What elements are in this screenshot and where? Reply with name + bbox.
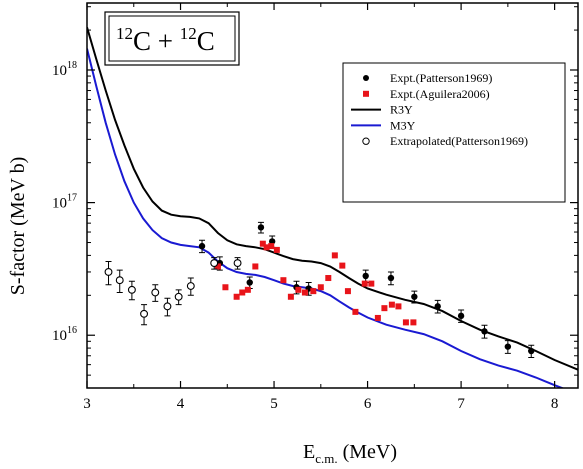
data-point-extrapolated-patterson1969	[140, 309, 148, 318]
legend-label-expt-aguilera2006: Expt.(Aguilera2006)	[390, 87, 490, 101]
data-point-expt-patterson1969	[362, 272, 369, 280]
data-point-expt-aguilera2006	[222, 284, 229, 291]
x-tick-label: 3	[83, 396, 91, 412]
data-point-expt-patterson1969	[387, 274, 395, 282]
legend-label-extrapolated-patterson1969: Extrapolated(Patterson1969)	[390, 134, 528, 148]
data-point-expt-aguilera2006	[374, 314, 381, 321]
y-tick-exponent: 18	[67, 60, 77, 71]
data-point-expt-aguilera2006	[263, 244, 270, 251]
series-line-m3y	[87, 48, 565, 388]
data-point-extrapolated-patterson1969	[151, 288, 160, 297]
data-point-expt-aguilera2006	[233, 293, 240, 300]
data-point-expt-aguilera2006	[287, 293, 294, 300]
data-point-expt-aguilera2006	[395, 303, 402, 310]
data-point-expt-aguilera2006	[301, 289, 308, 296]
title-mass-a: 12	[116, 24, 133, 43]
data-point-expt-aguilera2006	[368, 280, 375, 287]
x-axis-title-main: E	[303, 441, 315, 463]
data-point-expt-patterson1969	[257, 224, 265, 231]
data-point-expt-aguilera2006	[410, 319, 417, 326]
data-point-expt-aguilera2006	[239, 289, 246, 296]
title-mass-b: 12	[180, 24, 197, 43]
x-tick-label: 6	[364, 396, 372, 412]
data-point-expt-patterson1969	[246, 279, 253, 286]
data-point-extrapolated-patterson1969	[127, 285, 136, 294]
data-point-expt-aguilera2006	[273, 246, 280, 253]
data-point-expt-patterson1969	[434, 303, 441, 310]
y-tick-label: 1016	[52, 325, 77, 344]
y-tick-base: 10	[52, 63, 67, 79]
data-point-expt-aguilera2006	[361, 280, 368, 287]
legend-swatch-expt-aguilera2006	[363, 90, 369, 97]
data-point-expt-patterson1969	[504, 343, 512, 350]
data-point-expt-aguilera2006	[325, 275, 332, 282]
chart-title: 12C + 12C	[116, 24, 215, 56]
x-axis-title-sub: c.m.	[315, 451, 337, 466]
x-tick-label: 4	[177, 396, 185, 412]
data-point-expt-aguilera2006	[214, 263, 221, 270]
legend: Expt.(Patterson1969) Expt.(Aguilera2006) R…	[342, 62, 566, 203]
data-point-expt-aguilera2006	[381, 305, 388, 312]
data-point-expt-patterson1969	[481, 328, 488, 335]
x-axis-title-unit: (MeV)	[338, 441, 397, 463]
x-tick-label: 5	[270, 396, 278, 412]
data-point-expt-aguilera2006	[317, 284, 324, 291]
title-symbol-b: C	[197, 26, 215, 56]
data-point-expt-aguilera2006	[339, 262, 346, 269]
data-point-expt-aguilera2006	[388, 301, 395, 308]
series-line-r3y	[87, 27, 578, 371]
y-tick-exponent: 16	[67, 325, 77, 336]
data-point-expt-aguilera2006	[310, 288, 317, 295]
data-point-extrapolated-patterson1969	[163, 302, 172, 311]
y-tick-label: 1018	[52, 60, 77, 79]
data-point-extrapolated-patterson1969	[104, 268, 113, 276]
data-point-expt-patterson1969	[457, 312, 465, 320]
data-point-extrapolated-patterson1969	[115, 276, 124, 285]
y-tick-exponent: 17	[67, 193, 77, 204]
data-point-extrapolated-patterson1969	[174, 292, 183, 301]
data-point-expt-aguilera2006	[252, 263, 259, 270]
y-axis-title: S-factor (MeV b)	[7, 157, 29, 295]
chart-title-box: 12C + 12C	[104, 11, 240, 66]
title-symbol-a: C	[133, 26, 151, 56]
data-point-expt-patterson1969	[411, 293, 418, 300]
data-point-expt-aguilera2006	[280, 277, 287, 284]
data-point-expt-aguilera2006	[259, 240, 266, 247]
title-plus: +	[151, 26, 180, 56]
y-tick-label: 1017	[52, 193, 77, 212]
x-tick-label: 7	[457, 396, 465, 412]
data-point-extrapolated-patterson1969	[233, 259, 242, 268]
legend-label-expt-patterson1969: Expt.(Patterson1969)	[390, 71, 492, 85]
data-point-extrapolated-patterson1969	[210, 259, 219, 268]
x-axis-title: Ec.m. (MeV)	[303, 441, 397, 466]
data-point-expt-aguilera2006	[295, 286, 302, 293]
legend-swatch-extrapolated-patterson1969	[362, 137, 370, 145]
plot-frame	[86, 2, 579, 389]
data-point-expt-aguilera2006	[344, 288, 351, 295]
data-point-extrapolated-patterson1969	[186, 282, 195, 290]
legend-swatch-expt-patterson1969	[363, 75, 369, 81]
legend-label-r3y: R3Y	[390, 103, 413, 117]
data-point-expt-patterson1969	[268, 238, 276, 245]
legend-label-m3y: M3Y	[390, 118, 416, 132]
y-tick-base: 10	[52, 328, 67, 344]
data-point-expt-aguilera2006	[352, 308, 359, 315]
data-point-expt-patterson1969	[528, 347, 535, 355]
x-tick-label: 8	[551, 396, 559, 412]
data-point-expt-aguilera2006	[331, 252, 338, 259]
data-point-expt-patterson1969	[198, 242, 206, 250]
data-point-expt-aguilera2006	[402, 319, 409, 326]
data-point-expt-aguilera2006	[268, 243, 275, 250]
y-tick-base: 10	[52, 196, 67, 212]
data-point-expt-aguilera2006	[244, 286, 251, 293]
